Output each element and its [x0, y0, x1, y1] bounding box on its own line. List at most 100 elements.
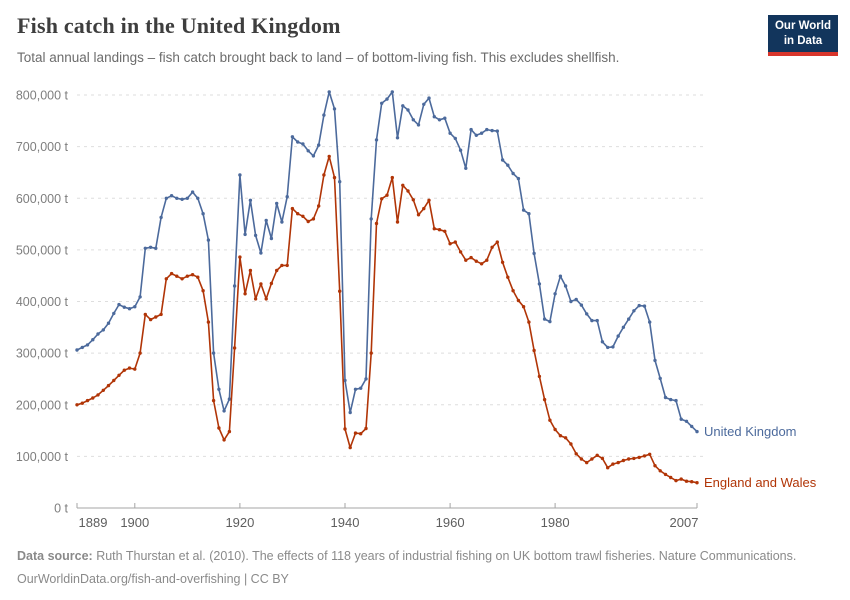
series-point-united-kingdom — [422, 102, 426, 107]
series-point-united-kingdom — [327, 90, 331, 94]
series-point-united-kingdom — [253, 233, 258, 238]
series-point-united-kingdom — [159, 215, 163, 220]
series-point-england-and-wales — [101, 388, 106, 392]
series-point-england-and-wales — [154, 315, 158, 319]
series-point-united-kingdom — [85, 343, 90, 347]
series-point-england-and-wales — [169, 271, 174, 276]
series-point-united-kingdom — [269, 236, 274, 241]
series-point-england-and-wales — [343, 427, 347, 431]
series-point-england-and-wales — [495, 240, 499, 244]
series-line-england-and-wales[interactable] — [76, 155, 698, 484]
series-point-england-and-wales — [159, 312, 163, 317]
series-point-england-and-wales — [190, 273, 195, 277]
series-point-england-and-wales — [553, 427, 557, 432]
series-point-england-and-wales — [548, 418, 552, 422]
series-label-united-kingdom[interactable]: United Kingdom — [704, 424, 797, 439]
series-point-united-kingdom — [558, 274, 563, 278]
series-point-united-kingdom — [401, 104, 405, 108]
series-point-united-kingdom — [532, 251, 536, 256]
series-point-united-kingdom — [259, 251, 263, 255]
series-point-england-and-wales — [632, 456, 636, 461]
series-point-england-and-wales — [338, 289, 342, 293]
page-title: Fish catch in the United Kingdom — [17, 13, 341, 38]
series-point-united-kingdom — [322, 113, 326, 117]
series-point-england-and-wales — [695, 481, 699, 485]
series-point-england-and-wales — [211, 398, 216, 403]
license-line[interactable]: OurWorldinData.org/fish-and-overfishing … — [17, 571, 289, 586]
series-point-england-and-wales — [395, 220, 400, 224]
series-point-united-kingdom — [117, 302, 121, 307]
series-point-england-and-wales — [369, 351, 373, 355]
y-axis-label: 100,000 t — [16, 450, 69, 464]
series-point-england-and-wales — [684, 479, 689, 483]
series-point-england-and-wales — [516, 298, 521, 303]
series-point-england-and-wales — [537, 374, 542, 379]
series-point-united-kingdom — [495, 129, 499, 133]
series-point-united-kingdom — [175, 196, 179, 200]
series-point-united-kingdom — [332, 107, 337, 111]
series-point-england-and-wales — [642, 454, 647, 458]
series-point-england-and-wales — [348, 445, 352, 450]
owid-logo-line2: in Data — [783, 34, 823, 47]
series-point-united-kingdom — [248, 198, 253, 202]
chart-subtitle: Total annual landings – fish catch broug… — [17, 50, 620, 65]
owid-logo[interactable]: Our World in Data — [768, 15, 838, 56]
series-point-united-kingdom — [469, 127, 473, 132]
series-point-england-and-wales — [359, 432, 363, 436]
series-point-england-and-wales — [175, 274, 179, 278]
series-point-united-kingdom — [585, 312, 589, 316]
series-point-england-and-wales — [437, 228, 442, 232]
series-point-england-and-wales — [143, 312, 147, 317]
series-point-united-kingdom — [217, 387, 221, 391]
series-point-england-and-wales — [469, 255, 473, 260]
series-point-england-and-wales — [532, 348, 536, 353]
series-point-united-kingdom — [222, 409, 226, 413]
series-point-united-kingdom — [642, 304, 647, 308]
series-point-england-and-wales — [248, 268, 253, 273]
series-point-united-kingdom — [690, 424, 694, 429]
series-point-united-kingdom — [679, 417, 683, 421]
series-point-england-and-wales — [201, 289, 205, 293]
series-point-united-kingdom — [548, 319, 552, 324]
series-point-england-and-wales — [443, 229, 447, 233]
series-point-united-kingdom — [658, 376, 662, 381]
series-point-united-kingdom — [301, 142, 305, 146]
series-point-england-and-wales — [164, 277, 168, 281]
series-point-england-and-wales — [401, 183, 405, 187]
series-label-england-and-wales[interactable]: England and Wales — [704, 475, 817, 490]
series-point-united-kingdom — [133, 305, 137, 309]
series-point-united-kingdom — [348, 410, 352, 415]
series-point-united-kingdom — [112, 311, 116, 316]
series-point-england-and-wales — [332, 175, 337, 180]
y-axis-label: 400,000 t — [16, 295, 69, 309]
series-point-united-kingdom — [380, 101, 384, 106]
series-point-england-and-wales — [416, 213, 421, 217]
series-point-united-kingdom — [127, 307, 132, 311]
series-point-england-and-wales — [322, 173, 326, 177]
series-point-england-and-wales — [280, 263, 284, 268]
series-point-united-kingdom — [427, 96, 431, 100]
series-point-united-kingdom — [374, 138, 379, 142]
series-point-united-kingdom — [106, 321, 111, 325]
y-axis-label: 300,000 t — [16, 347, 69, 361]
series-point-england-and-wales — [138, 351, 142, 355]
series-point-united-kingdom — [395, 136, 400, 140]
series-point-england-and-wales — [374, 221, 379, 226]
series-point-united-kingdom — [516, 176, 521, 181]
series-point-united-kingdom — [91, 338, 95, 342]
series-point-united-kingdom — [353, 387, 358, 391]
series-point-england-and-wales — [117, 373, 121, 377]
series-point-england-and-wales — [269, 281, 274, 286]
data-source-text: Ruth Thurstan et al. (2010). The effects… — [92, 549, 797, 563]
series-line-united-kingdom[interactable] — [76, 91, 698, 433]
series-point-england-and-wales — [479, 262, 484, 266]
series-point-england-and-wales — [180, 277, 184, 281]
series-point-united-kingdom — [627, 317, 631, 321]
series-point-england-and-wales — [106, 383, 111, 388]
data-source-label: Data source: — [17, 549, 93, 563]
series-point-united-kingdom — [437, 118, 442, 122]
series-point-england-and-wales — [317, 204, 321, 208]
series-point-england-and-wales — [542, 397, 547, 402]
series-point-united-kingdom — [569, 299, 573, 304]
